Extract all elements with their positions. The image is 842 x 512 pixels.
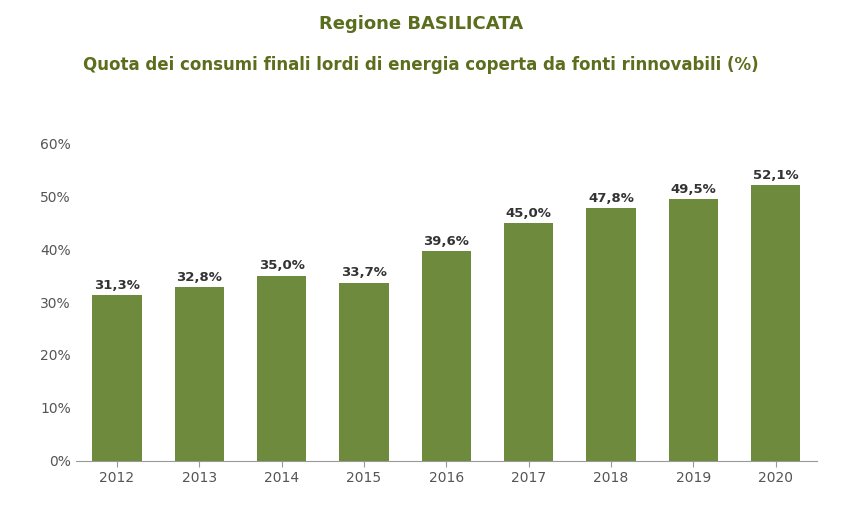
Bar	[504, 223, 553, 461]
Text: 45,0%: 45,0%	[506, 206, 552, 220]
Text: 32,8%: 32,8%	[176, 271, 222, 284]
Bar	[257, 275, 306, 461]
Text: 39,6%: 39,6%	[424, 235, 469, 248]
Bar	[422, 251, 471, 461]
Bar	[586, 208, 636, 461]
Bar	[751, 185, 800, 461]
Bar	[669, 199, 718, 461]
Bar	[339, 283, 389, 461]
Bar	[174, 287, 224, 461]
Text: Quota dei consumi finali lordi di energia coperta da fonti rinnovabili (%): Quota dei consumi finali lordi di energi…	[83, 56, 759, 74]
Text: 52,1%: 52,1%	[753, 169, 798, 182]
Bar	[93, 295, 141, 461]
Text: 49,5%: 49,5%	[670, 183, 717, 196]
Text: 47,8%: 47,8%	[588, 191, 634, 205]
Text: Regione BASILICATA: Regione BASILICATA	[319, 15, 523, 33]
Text: 31,3%: 31,3%	[94, 279, 140, 292]
Text: 35,0%: 35,0%	[258, 260, 305, 272]
Text: 33,7%: 33,7%	[341, 266, 386, 280]
